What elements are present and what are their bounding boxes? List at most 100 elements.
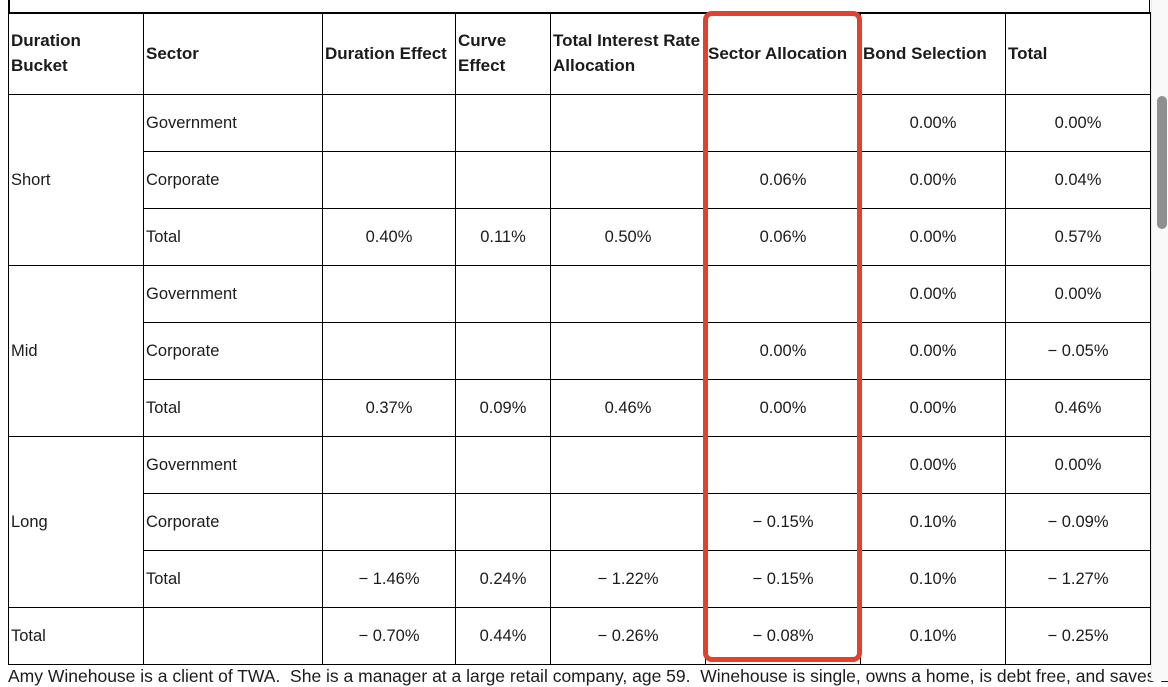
cell-total-interest-rate-allocation: − 0.26% — [550, 607, 706, 665]
cell-total-interest-rate-allocation — [550, 151, 706, 209]
table-row: Total 0.37% 0.09% 0.46% 0.00% 0.00% 0.46… — [9, 379, 1151, 437]
col-header-duration-effect: Duration Effect — [322, 12, 456, 95]
cell-duration-bucket: Mid — [8, 265, 144, 437]
cell-total: 0.04% — [1005, 151, 1151, 209]
cell-bond-selection: 0.00% — [860, 322, 1006, 380]
cell-sector — [143, 607, 323, 665]
cell-sector-allocation — [705, 436, 861, 494]
cell-total: − 1.27% — [1005, 550, 1151, 608]
cell-curve-effect — [455, 322, 551, 380]
cell-sector: Total — [143, 208, 323, 266]
cell-sector: Government — [143, 94, 323, 152]
col-header-total: Total — [1005, 12, 1151, 95]
cell-duration-bucket: Total — [8, 607, 144, 665]
cell-total-interest-rate-allocation: − 1.22% — [550, 550, 706, 608]
cell-total-interest-rate-allocation: 0.46% — [550, 379, 706, 437]
table-row: Short Government 0.00% 0.00% — [8, 94, 1151, 266]
table-outer-border-stub-left — [8, 0, 10, 12]
cell-duration-effect — [322, 493, 456, 551]
table-row: Total 0.40% 0.11% 0.50% 0.06% 0.00% 0.57… — [9, 208, 1151, 266]
cell-curve-effect — [455, 265, 551, 323]
cell-sector-allocation: 0.00% — [705, 379, 861, 437]
cell-curve-effect — [455, 436, 551, 494]
cell-bond-selection: 0.10% — [860, 493, 1006, 551]
cell-sector-allocation: − 0.15% — [705, 493, 861, 551]
cell-bond-selection: 0.00% — [860, 436, 1006, 494]
cell-sector-allocation: 0.00% — [705, 322, 861, 380]
table-row: Total − 1.46% 0.24% − 1.22% − 0.15% 0.10… — [9, 550, 1151, 608]
cell-sector-allocation — [705, 265, 861, 323]
cell-duration-effect — [322, 436, 456, 494]
table-row: Mid Government 0.00% 0.00% — [8, 265, 1151, 437]
table-row-grand-total: Total − 0.70% 0.44% − 0.26% − 0.08% 0.10… — [8, 607, 1151, 665]
col-header-curve-effect: Curve Effect — [455, 12, 551, 95]
table-row: Corporate − 0.15% 0.10% − 0.09% — [9, 493, 1151, 551]
cell-sector: Government — [143, 265, 323, 323]
scrollbar[interactable] — [1151, 0, 1168, 681]
attribution-table-wrap: Duration Bucket Sector Duration Effect C… — [8, 12, 1151, 665]
cell-sector: Total — [143, 379, 323, 437]
cell-duration-effect: − 1.46% — [322, 550, 456, 608]
cell-bond-selection: 0.00% — [860, 151, 1006, 209]
cell-curve-effect — [455, 151, 551, 209]
cell-duration-effect — [322, 322, 456, 380]
cell-total: 0.46% — [1005, 379, 1151, 437]
note-text: Amy Winehouse is a client of TWA. She is… — [8, 666, 1168, 686]
cell-duration-effect: 0.40% — [322, 208, 456, 266]
cell-total-interest-rate-allocation — [550, 436, 706, 494]
attribution-table: Duration Bucket Sector Duration Effect C… — [8, 12, 1151, 665]
scrollbar-thumb[interactable] — [1157, 96, 1167, 229]
cell-curve-effect: 0.44% — [455, 607, 551, 665]
cell-bond-selection: 0.00% — [860, 94, 1006, 152]
cell-sector: Government — [143, 436, 323, 494]
cell-curve-effect: 0.09% — [455, 379, 551, 437]
cell-total-interest-rate-allocation — [550, 493, 706, 551]
cell-total: − 0.05% — [1005, 322, 1151, 380]
cell-curve-effect — [455, 493, 551, 551]
cell-total: 0.00% — [1005, 265, 1151, 323]
cell-sector: Corporate — [143, 151, 323, 209]
cell-bond-selection: 0.00% — [860, 379, 1006, 437]
cell-duration-bucket: Short — [8, 94, 144, 266]
cell-sector-allocation: − 0.08% — [705, 607, 861, 665]
header-row: Duration Bucket Sector Duration Effect C… — [8, 12, 1151, 95]
cell-duration-effect — [322, 265, 456, 323]
cell-bond-selection: 0.00% — [860, 265, 1006, 323]
col-header-duration-bucket: Duration Bucket — [8, 12, 144, 95]
cell-sector: Total — [143, 550, 323, 608]
cell-total: 0.00% — [1005, 436, 1151, 494]
cell-duration-effect: 0.37% — [322, 379, 456, 437]
col-header-sector-allocation: Sector Allocation — [705, 12, 861, 95]
table-row: Long Government 0.00% 0.00% — [8, 436, 1151, 608]
cell-duration-effect: − 0.70% — [322, 607, 456, 665]
cell-total: − 0.09% — [1005, 493, 1151, 551]
cell-total-interest-rate-allocation — [550, 265, 706, 323]
cell-total-interest-rate-allocation: 0.50% — [550, 208, 706, 266]
table-outer-border-stub-right — [1149, 0, 1150, 12]
cell-bond-selection: 0.00% — [860, 208, 1006, 266]
cell-curve-effect: 0.11% — [455, 208, 551, 266]
col-header-sector: Sector — [143, 12, 323, 95]
cell-sector-allocation — [705, 94, 861, 152]
table-row: Corporate 0.00% 0.00% − 0.05% — [9, 322, 1151, 380]
cell-total: 0.57% — [1005, 208, 1151, 266]
cell-total: 0.00% — [1005, 94, 1151, 152]
cell-sector: Corporate — [143, 493, 323, 551]
table-row: Corporate 0.06% 0.00% 0.04% — [9, 151, 1151, 209]
cell-sector: Corporate — [143, 322, 323, 380]
cell-total-interest-rate-allocation — [550, 322, 706, 380]
cell-sector-allocation: 0.06% — [705, 151, 861, 209]
cell-duration-effect — [322, 94, 456, 152]
cell-duration-bucket: Long — [8, 436, 144, 608]
cell-bond-selection: 0.10% — [860, 550, 1006, 608]
cell-curve-effect — [455, 94, 551, 152]
col-header-total-interest-rate-allocation: Total Interest Rate Allocation — [550, 12, 706, 95]
col-header-bond-selection: Bond Selection — [860, 12, 1006, 95]
cell-sector-allocation: − 0.15% — [705, 550, 861, 608]
cell-bond-selection: 0.10% — [860, 607, 1006, 665]
cell-total-interest-rate-allocation — [550, 94, 706, 152]
cell-curve-effect: 0.24% — [455, 550, 551, 608]
cell-total: − 0.25% — [1005, 607, 1151, 665]
cell-duration-effect — [322, 151, 456, 209]
cell-sector-allocation: 0.06% — [705, 208, 861, 266]
